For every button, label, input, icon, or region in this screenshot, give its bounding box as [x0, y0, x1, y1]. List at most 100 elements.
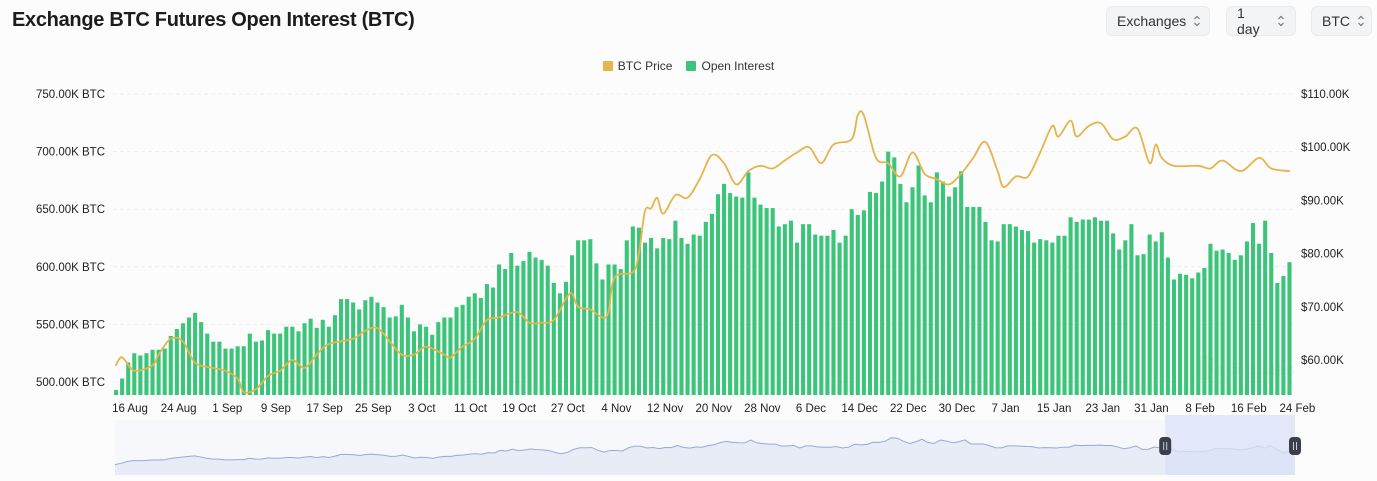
open-interest-bar[interactable]	[387, 317, 392, 395]
open-interest-bar[interactable]	[898, 183, 903, 395]
open-interest-bar[interactable]	[369, 296, 374, 395]
open-interest-bar[interactable]	[606, 264, 611, 395]
open-interest-bar[interactable]	[545, 265, 550, 395]
open-interest-bar[interactable]	[332, 315, 337, 395]
open-interest-bar[interactable]	[345, 299, 350, 395]
unit-select[interactable]: BTC	[1311, 6, 1372, 36]
open-interest-bar[interactable]	[1232, 259, 1237, 395]
open-interest-bar[interactable]	[959, 171, 964, 395]
open-interest-bar[interactable]	[874, 193, 879, 395]
open-interest-bar[interactable]	[180, 323, 185, 395]
open-interest-bar[interactable]	[612, 264, 617, 395]
open-interest-bar[interactable]	[174, 329, 179, 395]
open-interest-bar[interactable]	[1038, 239, 1043, 395]
open-interest-bar[interactable]	[259, 340, 265, 395]
open-interest-bar[interactable]	[697, 235, 702, 395]
open-interest-bar[interactable]	[709, 213, 714, 395]
open-interest-bar[interactable]	[296, 331, 301, 395]
open-interest-bar[interactable]	[132, 353, 137, 395]
open-interest-bar[interactable]	[418, 324, 423, 395]
open-interest-bar[interactable]	[120, 378, 125, 395]
open-interest-bar[interactable]	[673, 220, 678, 395]
open-interest-bar[interactable]	[746, 172, 751, 395]
open-interest-bar[interactable]	[193, 312, 198, 395]
open-interest-bar[interactable]	[1287, 262, 1292, 395]
open-interest-bar[interactable]	[685, 243, 690, 395]
open-interest-bar[interactable]	[807, 224, 812, 395]
open-interest-bar[interactable]	[801, 224, 806, 395]
open-interest-bar[interactable]	[570, 255, 575, 395]
open-interest-bar[interactable]	[509, 252, 514, 395]
open-interest-bar[interactable]	[1135, 255, 1140, 395]
open-interest-bar[interactable]	[563, 281, 569, 395]
navigator-track[interactable]	[115, 420, 1295, 475]
open-interest-bar[interactable]	[1275, 282, 1280, 395]
open-interest-bar[interactable]	[989, 240, 994, 395]
open-interest-bar[interactable]	[1190, 278, 1195, 395]
open-interest-bar[interactable]	[503, 269, 508, 395]
open-interest-bar[interactable]	[776, 226, 781, 395]
open-interest-bar[interactable]	[1068, 217, 1073, 395]
open-interest-bar[interactable]	[1147, 234, 1152, 395]
open-interest-bar[interactable]	[1086, 219, 1091, 395]
open-interest-bar[interactable]	[1178, 273, 1183, 395]
open-interest-bar[interactable]	[211, 341, 216, 395]
open-interest-bar[interactable]	[308, 318, 313, 395]
open-interest-bar[interactable]	[1074, 221, 1079, 395]
exchanges-select[interactable]: Exchanges	[1106, 6, 1210, 36]
open-interest-bar[interactable]	[320, 319, 325, 395]
open-interest-bar[interactable]	[995, 241, 1000, 395]
open-interest-bar[interactable]	[497, 264, 502, 395]
open-interest-bar[interactable]	[1056, 235, 1061, 395]
open-interest-bar[interactable]	[1050, 242, 1055, 395]
open-interest-bar[interactable]	[667, 239, 672, 395]
open-interest-bar[interactable]	[940, 181, 945, 395]
open-interest-bar[interactable]	[1080, 219, 1085, 395]
open-interest-bar[interactable]	[472, 293, 477, 395]
open-interest-bar[interactable]	[1202, 267, 1207, 395]
open-interest-bar[interactable]	[661, 238, 666, 395]
open-interest-bar[interactable]	[217, 341, 222, 395]
open-interest-bar[interactable]	[490, 287, 496, 395]
open-interest-bar[interactable]	[1013, 226, 1018, 395]
open-interest-bar[interactable]	[460, 304, 465, 395]
open-interest-bar[interactable]	[436, 322, 441, 395]
open-interest-bar[interactable]	[1117, 249, 1122, 395]
open-interest-bar[interactable]	[855, 214, 860, 395]
open-interest-bar[interactable]	[794, 242, 800, 395]
open-interest-bar[interactable]	[1111, 233, 1116, 395]
open-interest-bar[interactable]	[1105, 220, 1110, 395]
navigator-selection[interactable]	[1165, 415, 1295, 475]
open-interest-bar[interactable]	[892, 157, 897, 395]
open-interest-bar[interactable]	[983, 221, 988, 395]
open-interest-bar[interactable]	[521, 261, 526, 395]
open-interest-bar[interactable]	[965, 206, 970, 395]
open-interest-bar[interactable]	[114, 390, 119, 395]
open-interest-bar[interactable]	[1123, 240, 1128, 395]
open-interest-bar[interactable]	[272, 333, 277, 395]
open-interest-bar[interactable]	[1153, 241, 1158, 395]
open-interest-bar[interactable]	[1129, 224, 1134, 395]
open-interest-bar[interactable]	[1007, 224, 1012, 395]
open-interest-bar[interactable]	[971, 206, 976, 395]
open-interest-bar[interactable]	[442, 317, 447, 395]
open-interest-bar[interactable]	[679, 238, 684, 395]
open-interest-bar[interactable]	[363, 300, 368, 395]
open-interest-bar[interactable]	[600, 279, 605, 395]
open-interest-bar[interactable]	[266, 330, 271, 395]
open-interest-bar[interactable]	[722, 183, 727, 395]
open-interest-bar[interactable]	[782, 224, 787, 395]
open-interest-bar[interactable]	[235, 346, 240, 395]
open-interest-bar[interactable]	[1263, 220, 1268, 395]
open-interest-bar[interactable]	[618, 269, 623, 395]
open-interest-bar[interactable]	[861, 210, 866, 395]
open-interest-bar[interactable]	[411, 331, 417, 395]
open-interest-bar[interactable]	[734, 196, 739, 395]
open-interest-bar[interactable]	[1171, 279, 1177, 395]
open-interest-bar[interactable]	[624, 240, 629, 395]
open-interest-bar[interactable]	[728, 193, 733, 395]
open-interest-bar[interactable]	[138, 355, 143, 395]
open-interest-bar[interactable]	[740, 197, 745, 395]
open-interest-bar[interactable]	[588, 239, 593, 395]
navigator-handle-left[interactable]	[1159, 437, 1172, 455]
